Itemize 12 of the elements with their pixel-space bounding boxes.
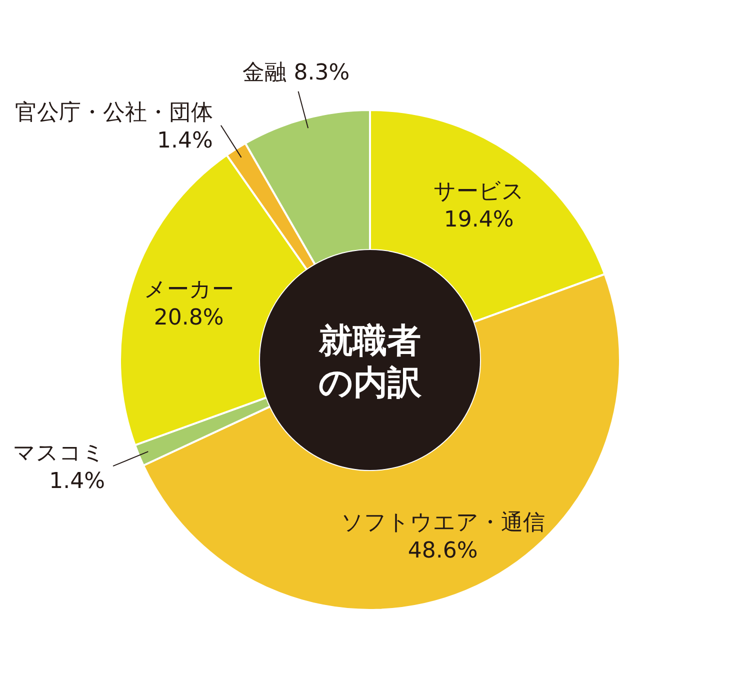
slice-label: メーカー [144, 278, 234, 303]
data-label: 19.4% [444, 207, 514, 232]
slice-label: ソフトウエア・通信 [340, 510, 545, 536]
data-label: 1.4% [49, 469, 106, 494]
slice-label: マスコミ [13, 441, 106, 466]
slice-label: 金融 8.3% [242, 60, 350, 86]
slice-label: サービス [433, 179, 524, 204]
slice-label: 官公庁・公社・団体 [14, 100, 213, 126]
data-label: 20.8% [154, 306, 224, 331]
data-label: 48.6% [408, 538, 478, 564]
data-label: 1.4% [157, 128, 213, 154]
text: 就職者の内訳 [318, 321, 422, 403]
